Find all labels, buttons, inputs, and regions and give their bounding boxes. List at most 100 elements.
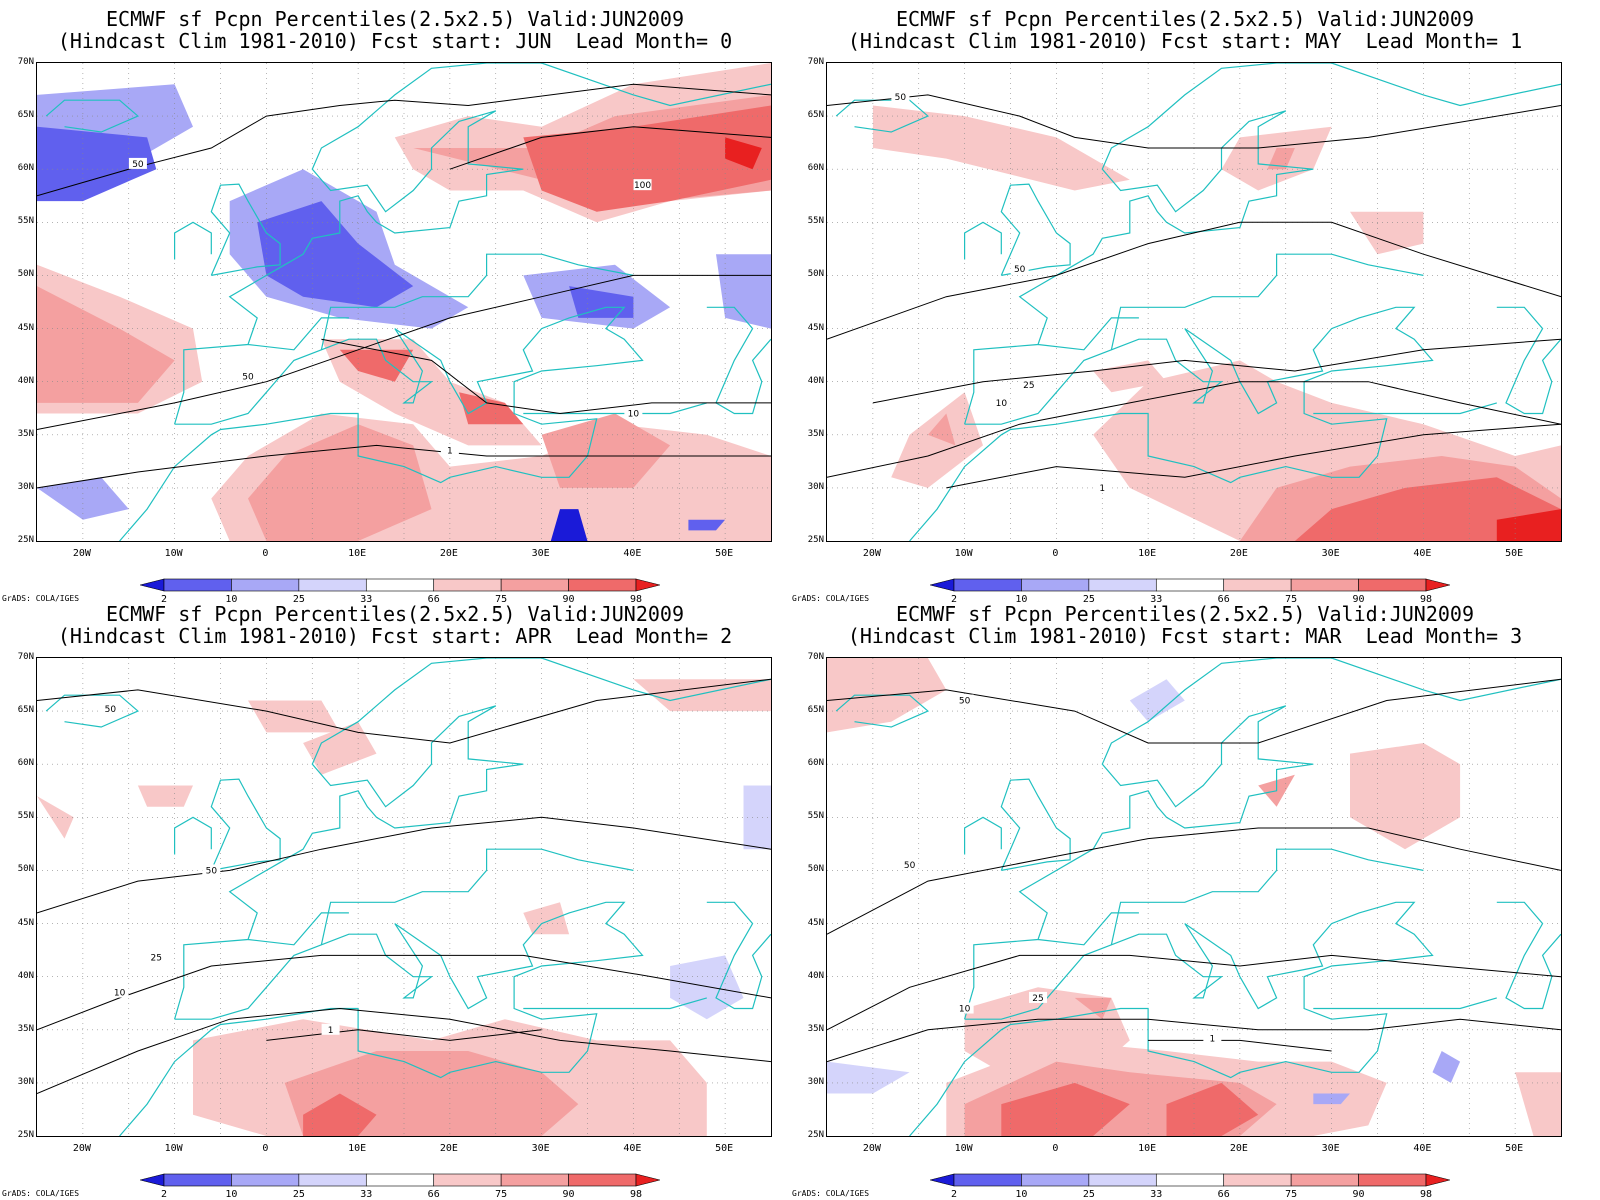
- map-plot-area: 50 25 10 50 1: [826, 657, 1562, 1137]
- colorbar-segment: [1088, 578, 1157, 592]
- lat-label: 50N: [17, 269, 34, 280]
- colorbar-segment: [1290, 1173, 1359, 1187]
- colorbar-label: 2: [160, 594, 168, 605]
- lon-label: 20W: [72, 548, 91, 559]
- colorbar-segment: [1021, 578, 1090, 592]
- coastline: [964, 816, 1002, 855]
- colorbar-label: 66: [427, 594, 440, 605]
- lon-label: 10W: [164, 1143, 183, 1154]
- lat-label: 40N: [17, 970, 34, 981]
- colorbar-label: 66: [1217, 594, 1230, 605]
- panel-title-line1: ECMWF sf Pcpn Percentiles(2.5x2.5) Valid…: [896, 602, 1474, 626]
- lat-label: 40N: [17, 375, 34, 386]
- lon-label: 20E: [439, 1143, 458, 1154]
- colorbar-segment: [433, 1173, 502, 1187]
- percentile-shade-red_mid: [303, 1093, 377, 1136]
- map-plot-area: 50 25 10 50 1: [36, 657, 772, 1137]
- panel-title-line2: (Hindcast Clim 1981-2010) Fcst start: JU…: [57, 29, 733, 53]
- lat-label: 65N: [807, 110, 824, 121]
- lat-label: 65N: [17, 110, 34, 121]
- lat-label: 65N: [807, 705, 824, 716]
- coastline: [1313, 402, 1497, 415]
- percentile-shade-blue_mid: [257, 201, 414, 308]
- coastline: [119, 901, 644, 1136]
- contour-label: 25: [1023, 381, 1034, 391]
- grads-credit: GrADS: COLA/IGES: [2, 594, 80, 603]
- colorbar-segment: [298, 1173, 367, 1187]
- lat-label: 35N: [17, 1023, 34, 1034]
- contour-label: 10: [959, 1005, 971, 1015]
- contour-line: [946, 423, 1561, 489]
- coastline: [1313, 997, 1497, 1010]
- lon-label: 30E: [1321, 1143, 1340, 1154]
- colorbar-segment: [365, 578, 435, 592]
- lat-label: 45N: [17, 917, 34, 928]
- panel-title-line2: (Hindcast Clim 1981-2010) Fcst start: MA…: [847, 624, 1523, 648]
- coastline: [247, 912, 349, 946]
- contour-label: 50: [206, 866, 218, 876]
- percentile-shade-red_pale: [1515, 1072, 1561, 1136]
- lat-label: 25N: [807, 535, 824, 545]
- coastline: [174, 63, 771, 425]
- contour-label: 10: [996, 399, 1008, 409]
- coastline: [909, 306, 1434, 541]
- map-plot-area: 50 1 50 100 10: [36, 62, 772, 542]
- colorbar-label: 75: [1285, 594, 1298, 605]
- grads-credit: GrADS: COLA/IGES: [2, 1189, 80, 1198]
- lat-label: 30N: [17, 1076, 34, 1087]
- map-plot-area: 50 50 10 1 25: [826, 62, 1562, 542]
- percentile-shade-blue_pale: [1129, 679, 1185, 722]
- contour-line: [449, 126, 771, 170]
- percentile-shade-red_pale: [523, 902, 570, 935]
- colorbar-segment: [1290, 578, 1359, 592]
- coastline: [119, 306, 644, 541]
- percentile-shade-red_pale: [1350, 743, 1461, 850]
- lon-label: 10E: [1138, 548, 1157, 559]
- lat-label: 50N: [17, 864, 34, 875]
- coastline: [1110, 253, 1424, 350]
- lon-label: 40E: [623, 1143, 642, 1154]
- coastline: [1037, 317, 1139, 351]
- contour-label: 1: [1099, 484, 1105, 494]
- percentile-shade-red_light: [541, 413, 671, 488]
- colorbar-label: 33: [1150, 594, 1163, 605]
- contour-line: [827, 381, 1561, 478]
- percentile-shade-blue_light: [716, 254, 771, 329]
- lat-label: 25N: [17, 1130, 34, 1140]
- colorbar-segment: [1021, 1173, 1090, 1187]
- lon-label: 20W: [862, 548, 881, 559]
- contour-label: 50: [105, 705, 117, 715]
- lon-label: 20E: [1229, 1143, 1248, 1154]
- colorbar: [140, 578, 660, 592]
- percentile-shade-red_pale: [1350, 211, 1424, 255]
- coastline: [1037, 912, 1139, 946]
- lat-label: 35N: [17, 428, 34, 439]
- colorbar-label: 66: [1217, 1189, 1230, 1200]
- lat-label: 55N: [807, 216, 824, 227]
- contour-line: [827, 954, 1561, 1031]
- coastline: [1496, 306, 1561, 415]
- lat-label: 45N: [807, 917, 824, 928]
- contour-label: 50: [1014, 265, 1026, 275]
- percentile-shade-blue_pale: [827, 1061, 910, 1094]
- colorbar-label: 10: [225, 1189, 238, 1200]
- coastline: [523, 997, 707, 1010]
- coastline: [1000, 778, 1071, 871]
- lon-label: 30E: [1321, 548, 1340, 559]
- colorbar-label: 2: [950, 1189, 958, 1200]
- lat-label: 30N: [807, 1076, 824, 1087]
- coastline: [320, 848, 634, 945]
- lat-label: 70N: [17, 57, 34, 67]
- map-panel-lead-2: ECMWF sf Pcpn Percentiles(2.5x2.5) Valid…: [0, 595, 790, 1200]
- lat-label: 25N: [17, 535, 34, 545]
- lon-label: 50E: [715, 1143, 734, 1154]
- colorbar-segment: [1155, 1173, 1225, 1187]
- lon-label: 40E: [1413, 1143, 1432, 1154]
- lon-label: 20E: [439, 548, 458, 559]
- colorbar-segment: [231, 1173, 300, 1187]
- colorbar-segment: [1088, 1173, 1157, 1187]
- contour-label: 50: [904, 861, 916, 871]
- colorbar-label: 25: [292, 594, 305, 605]
- colorbar-label: 2: [160, 1189, 168, 1200]
- lon-label: 20W: [72, 1143, 91, 1154]
